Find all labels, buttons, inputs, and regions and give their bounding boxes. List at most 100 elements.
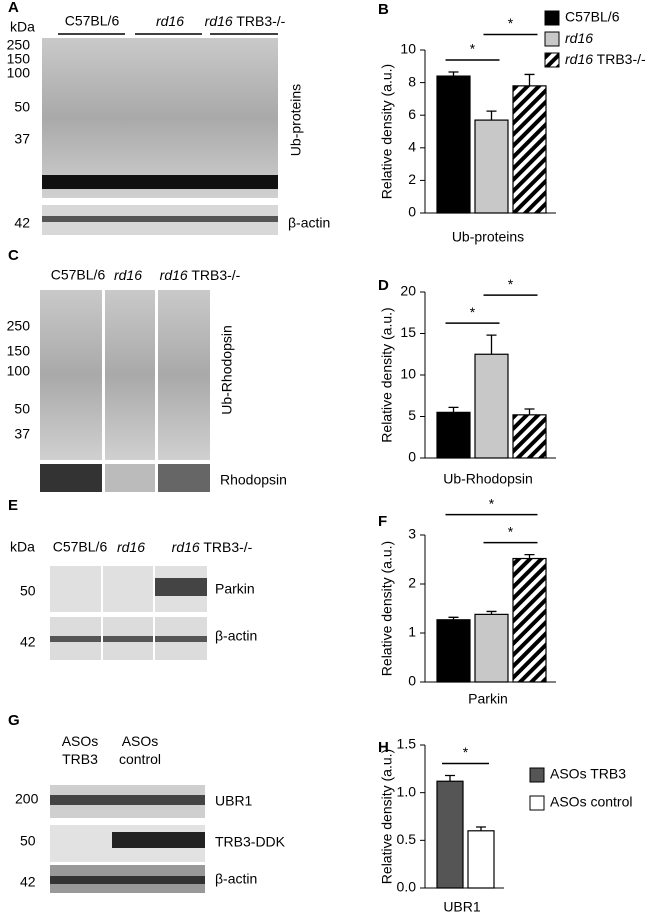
legend-label: rd16: [565, 30, 593, 46]
y-tick-label: 3: [408, 526, 416, 542]
error-bar: [476, 826, 486, 831]
bar: [474, 353, 509, 459]
blot-band: [50, 795, 205, 805]
marker: 150: [7, 343, 31, 359]
blot-band: [50, 876, 205, 884]
marker: 42: [14, 215, 30, 231]
panel-letter: F: [378, 513, 387, 530]
y-tick-label: 6: [408, 106, 416, 122]
y-tick-label: 2: [408, 171, 416, 187]
error-bar: [486, 334, 497, 355]
blot-label: UBR1: [215, 793, 253, 809]
blot-label: β-actin: [288, 215, 330, 231]
legend-label: C57BL/6: [565, 9, 620, 25]
panel-letter: C: [8, 247, 19, 264]
blot-label: β-actin: [215, 628, 257, 644]
marker: 150: [7, 51, 31, 67]
blot-label: Ub-Rhodopsin: [219, 325, 235, 415]
marker: 50: [14, 99, 30, 115]
marker: 50: [20, 833, 36, 849]
y-tick-label: 10: [400, 366, 416, 382]
marker: 100: [7, 363, 31, 379]
y-tick-label: 1: [408, 624, 416, 640]
legend-label: ASOs control: [550, 794, 632, 810]
significance-label: *: [489, 495, 495, 511]
significance-label: *: [508, 15, 514, 31]
legend-swatch: [544, 10, 560, 26]
blot-label: Parkin: [215, 581, 255, 597]
marker: 37: [14, 131, 30, 147]
y-axis-label: Relative density (a.u.): [379, 749, 395, 884]
legend-swatch: [544, 31, 560, 47]
group-label: C57BL/6: [65, 13, 120, 29]
marker: 250: [7, 37, 31, 53]
y-tick-label: 0: [408, 449, 416, 465]
blot-label: β-actin: [215, 871, 257, 887]
blot-band: [105, 464, 155, 492]
y-tick-label: 0.0: [397, 879, 417, 895]
error-bar: [524, 73, 535, 86]
error-bar: [524, 553, 535, 559]
error-bar: [445, 774, 455, 782]
group-label: rd16: [117, 539, 145, 555]
group-label: C57BL/6: [53, 539, 108, 555]
marker: 42: [20, 874, 36, 890]
significance-label: *: [508, 523, 514, 539]
bar: [436, 75, 471, 214]
panel-letter: G: [8, 712, 20, 729]
marker: 100: [7, 65, 31, 81]
legend-label: rd16 TRB3-/-: [565, 51, 646, 67]
panel-letter: D: [378, 277, 389, 294]
error-bar: [448, 71, 459, 77]
bar: [512, 85, 547, 214]
y-axis-label: Relative density (a.u.): [379, 64, 395, 199]
marker: 37: [14, 426, 30, 442]
blot-band: [42, 175, 278, 189]
x-axis-label: Ub-Rhodopsin: [443, 471, 533, 487]
group-label: rd16: [114, 267, 142, 283]
bar: [436, 411, 471, 459]
bar: [436, 619, 471, 683]
blot-label: TRB3-DDK: [215, 834, 286, 850]
legend-swatch: [529, 767, 545, 783]
group-label: rd16 TRB3-/-: [172, 539, 253, 555]
blot: [40, 290, 102, 460]
group-label: ASOs control: [119, 733, 161, 767]
x-axis-label: Ub-proteins: [452, 229, 524, 245]
blot-label: Ub-proteins: [288, 84, 304, 156]
error-bar: [486, 110, 497, 121]
panel-letter: H: [378, 739, 389, 756]
bar: [467, 830, 495, 889]
blot-band: [155, 578, 207, 596]
significance-label: *: [470, 304, 476, 320]
error-bar: [448, 616, 459, 620]
y-tick-label: 10: [400, 41, 416, 57]
marker: 200: [15, 791, 39, 807]
y-tick-label: 0: [408, 673, 416, 689]
blot-band: [40, 464, 102, 492]
blot: [158, 290, 210, 460]
bar: [512, 414, 547, 459]
group-label: rd16 TRB3-/-: [205, 13, 286, 29]
marker: 50: [14, 401, 30, 417]
bar: [474, 119, 509, 214]
y-axis-label: Relative density (a.u.): [379, 307, 395, 442]
legend-swatch: [529, 795, 545, 811]
bar: [512, 557, 547, 683]
y-tick-label: 8: [408, 73, 416, 89]
significance-label: *: [508, 276, 514, 292]
significance-label: *: [463, 744, 469, 760]
y-tick-label: 5: [408, 407, 416, 423]
marker: 50: [20, 583, 36, 599]
y-tick-label: 2: [408, 575, 416, 591]
y-axis-label: Relative density (a.u.): [379, 541, 395, 676]
unit: kDa: [10, 539, 35, 555]
blot: [42, 38, 278, 198]
error-bar: [486, 610, 497, 615]
x-axis-label: UBR1: [443, 899, 481, 915]
blot-band: [50, 636, 207, 642]
panel-letter: B: [378, 1, 389, 18]
y-tick-label: 1.5: [397, 736, 417, 752]
x-axis-label: Parkin: [468, 691, 508, 707]
